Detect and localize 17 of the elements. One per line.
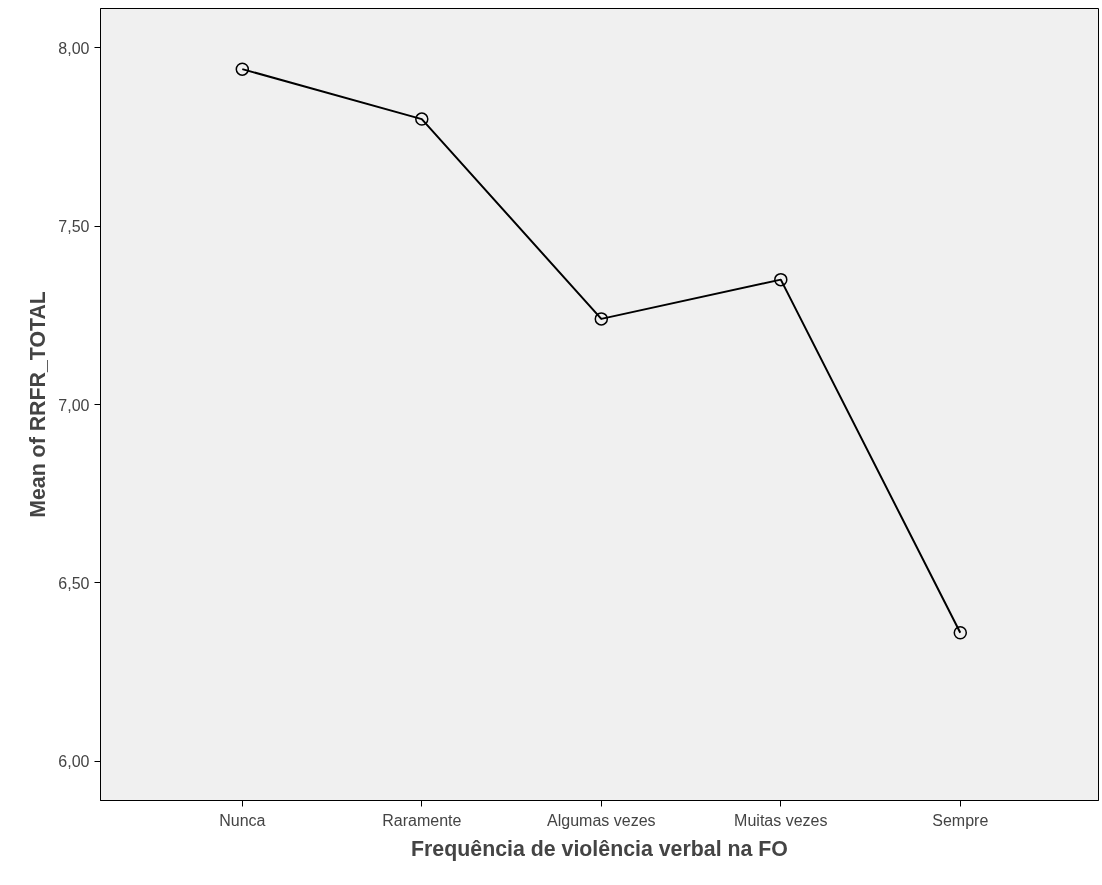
y-tick-label: 8,00 [58, 39, 90, 57]
x-tick-label: Muitas vezes [734, 811, 828, 829]
x-axis-title: Frequência de violência verbal na FO [411, 836, 788, 861]
point [953, 626, 968, 640]
y-tick-label: 6,00 [58, 753, 90, 771]
point [235, 62, 250, 76]
x-tick-label: Nunca [219, 811, 266, 829]
y-tick-label: 7,50 [58, 218, 90, 236]
y-tick-label: 7,00 [58, 396, 90, 414]
x-tick-label: Sempre [932, 811, 989, 829]
y-tick-label: 6,50 [58, 574, 90, 592]
x-tick-label: Algumas vezes [547, 811, 656, 829]
x-tick-label: Raramente [382, 811, 462, 829]
point [415, 112, 429, 126]
point [594, 312, 609, 326]
point [774, 272, 788, 287]
y-axis-title: Mean of RRFR_TOTAL [26, 291, 51, 518]
